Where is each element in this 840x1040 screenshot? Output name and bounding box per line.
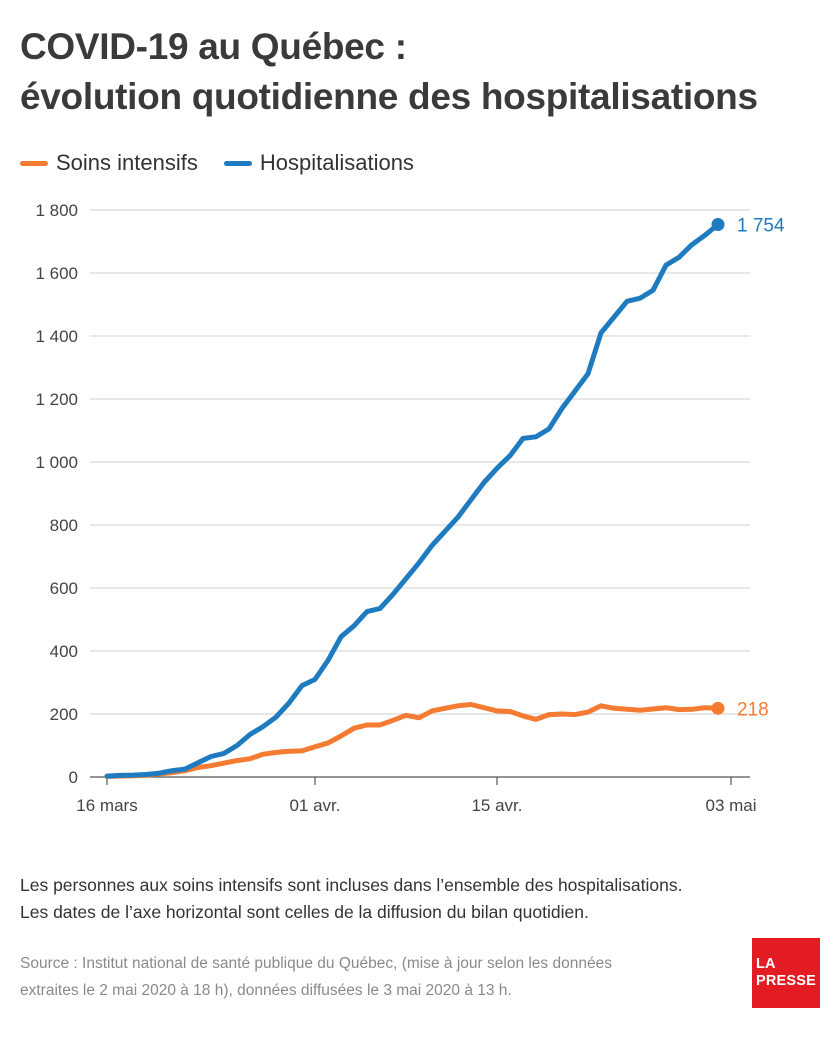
x-tick-label: 01 avr. <box>289 796 340 815</box>
end-value-label-soins-intensifs: 218 <box>737 699 769 720</box>
logo-line-1: LA <box>756 956 776 972</box>
y-tick-label: 400 <box>50 642 78 661</box>
series-line-soins-intensifs <box>104 702 721 779</box>
legend-label-hospitalisations: Hospitalisations <box>259 150 414 175</box>
y-tick-label: 600 <box>50 579 78 598</box>
legend-swatch-hospitalisations <box>223 160 252 166</box>
chart-note: Les personnes aux soins intensifs sont i… <box>20 872 820 926</box>
y-tick-label: 200 <box>50 705 78 724</box>
y-tick-label: 0 <box>69 768 78 787</box>
y-tick-label: 1 600 <box>35 264 78 283</box>
title-line-2: évolution quotidienne des hospitalisatio… <box>20 76 758 117</box>
la-presse-logo: LA PRESSE <box>752 938 820 1008</box>
legend-item-soins-intensifs: Soins intensifs <box>20 150 198 176</box>
x-tick-label: 16 mars <box>76 796 137 815</box>
y-tick-label: 800 <box>50 516 78 535</box>
y-tick-label: 1 800 <box>35 201 78 220</box>
source-line-1: Source : Institut national de santé publ… <box>20 955 612 972</box>
logo-line-2: PRESSE <box>756 973 817 989</box>
y-tick-label: 1 000 <box>35 453 78 472</box>
legend-label-soins-intensifs: Soins intensifs <box>56 150 198 175</box>
note-line-1: Les personnes aux soins intensifs sont i… <box>20 875 683 895</box>
series-line-hospitalisations <box>104 222 721 779</box>
y-tick-label: 1 400 <box>35 327 78 346</box>
chart-title: COVID-19 au Québec : évolution quotidien… <box>20 22 820 122</box>
end-value-label-hospitalisations: 1 754 <box>737 215 785 236</box>
end-point-hospitalisations <box>711 217 725 231</box>
legend: Soins intensifs Hospitalisations <box>20 146 440 180</box>
end-point-soins-intensifs <box>711 701 725 715</box>
x-tick-label: 03 mai <box>705 796 756 815</box>
title-line-1: COVID-19 au Québec : <box>20 26 407 67</box>
source-line-2: extraites le 2 mai 2020 à 18 h), données… <box>20 982 512 999</box>
legend-swatch-soins-intensifs <box>20 160 48 166</box>
x-tick-label: 15 avr. <box>471 796 522 815</box>
line-chart: 0 200 400 600 800 1 000 1 200 1 400 1 600 1 800 16… <box>35 201 785 815</box>
source-text: Source : Institut national de santé publ… <box>20 950 730 1004</box>
note-line-2: Les dates de l’axe horizontal sont celle… <box>20 902 589 922</box>
y-tick-label: 1 200 <box>35 390 78 409</box>
legend-item-hospitalisations: Hospitalisations <box>223 150 414 176</box>
